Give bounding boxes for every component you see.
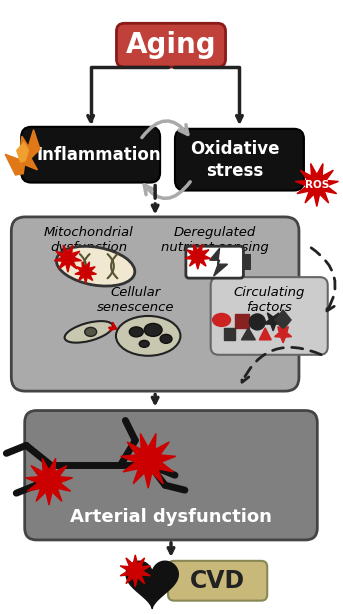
Polygon shape (121, 433, 176, 488)
FancyArrowPatch shape (80, 254, 86, 278)
Text: ROS: ROS (305, 179, 329, 190)
Polygon shape (275, 310, 291, 330)
Text: Arterial dysfunction: Arterial dysfunction (70, 508, 272, 526)
FancyBboxPatch shape (21, 127, 160, 182)
Text: Circulating
factors: Circulating factors (234, 286, 305, 314)
Ellipse shape (213, 314, 230, 327)
Polygon shape (264, 313, 283, 331)
Ellipse shape (85, 327, 97, 336)
Polygon shape (241, 328, 255, 340)
Text: Oxidative
stress: Oxidative stress (190, 139, 279, 180)
Polygon shape (210, 248, 227, 276)
Bar (244, 254, 251, 270)
FancyArrowPatch shape (311, 248, 335, 311)
Ellipse shape (144, 324, 162, 336)
FancyBboxPatch shape (175, 129, 304, 190)
Text: Inflammation: Inflammation (36, 146, 161, 164)
Polygon shape (120, 555, 150, 587)
FancyArrowPatch shape (83, 254, 90, 278)
Text: Mitochondrial
dysfunction: Mitochondrial dysfunction (44, 227, 133, 254)
FancyBboxPatch shape (186, 246, 244, 278)
Polygon shape (275, 327, 292, 343)
Text: Deregulated
nutrient sensing: Deregulated nutrient sensing (161, 227, 269, 254)
FancyArrowPatch shape (111, 254, 117, 278)
Polygon shape (5, 130, 40, 175)
FancyArrowPatch shape (108, 254, 114, 278)
Bar (236, 314, 249, 328)
Polygon shape (25, 458, 73, 505)
Circle shape (249, 314, 265, 330)
Ellipse shape (56, 246, 135, 286)
Ellipse shape (139, 340, 149, 348)
FancyBboxPatch shape (117, 23, 226, 67)
Bar (224, 328, 236, 340)
Ellipse shape (116, 316, 180, 356)
FancyArrowPatch shape (242, 348, 321, 383)
Ellipse shape (160, 335, 172, 343)
Ellipse shape (64, 321, 113, 343)
Polygon shape (17, 142, 28, 162)
FancyArrowPatch shape (144, 182, 190, 198)
Ellipse shape (129, 327, 143, 337)
Text: CVD: CVD (190, 569, 245, 593)
Polygon shape (185, 244, 211, 269)
FancyBboxPatch shape (168, 561, 267, 600)
Polygon shape (54, 245, 82, 272)
Text: Aging: Aging (126, 31, 216, 59)
FancyBboxPatch shape (25, 411, 317, 540)
Polygon shape (295, 163, 339, 206)
FancyBboxPatch shape (211, 277, 328, 355)
Text: Cellular
senescence: Cellular senescence (96, 286, 174, 314)
Polygon shape (75, 262, 96, 283)
FancyArrowPatch shape (142, 121, 188, 138)
Polygon shape (259, 328, 271, 340)
FancyBboxPatch shape (11, 217, 299, 391)
Polygon shape (126, 561, 178, 608)
